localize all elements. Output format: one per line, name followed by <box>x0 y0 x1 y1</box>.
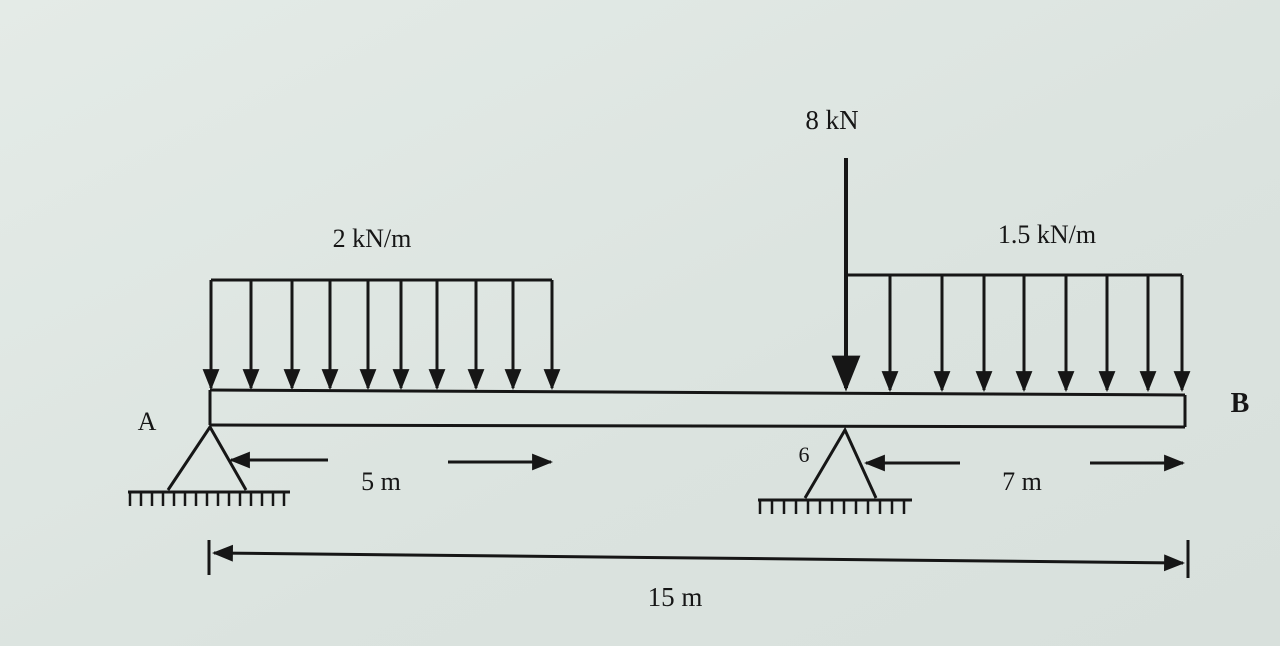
udl-left-label: 2 kN/m <box>333 224 412 253</box>
point-load-label: 8 kN <box>805 105 858 135</box>
udl-left-arrows <box>202 280 561 391</box>
udl-right-arrows <box>881 275 1191 393</box>
dimension-left-span-label: 5 m <box>361 467 401 496</box>
dimension-total-span-label: 15 m <box>648 582 703 612</box>
dimension-right-span-label: 7 m <box>1002 467 1042 496</box>
support-middle <box>758 426 912 514</box>
udl-right <box>846 273 1191 393</box>
udl-right-label: 1.5 kN/m <box>998 220 1096 249</box>
beam <box>208 388 1187 429</box>
dimension-total-span <box>207 540 1190 578</box>
support-left-label: A <box>138 407 157 436</box>
support-left <box>128 424 290 506</box>
udl-left <box>202 278 561 391</box>
dimension-left-span <box>228 451 554 471</box>
support-right-label: B <box>1231 388 1250 419</box>
support-middle-label: 6 <box>799 442 810 467</box>
